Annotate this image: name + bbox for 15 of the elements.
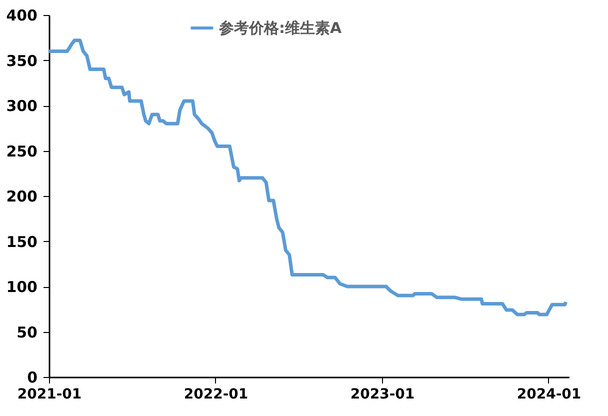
y-tick-label: 250 bbox=[6, 142, 38, 160]
line-series bbox=[47, 38, 568, 316]
y-tick-label: 300 bbox=[6, 97, 38, 115]
x-tick-label: 2024-01 bbox=[516, 386, 582, 402]
y-tick-label: 100 bbox=[6, 278, 38, 296]
x-tick-label: 2021-01 bbox=[17, 386, 82, 402]
legend-label: 参考价格:维生素A bbox=[218, 19, 342, 37]
y-tick-label: 150 bbox=[6, 232, 38, 251]
y-tick-label: 400 bbox=[6, 6, 38, 24]
y-tick-label: 50 bbox=[16, 323, 38, 342]
x-tick-label: 2022-01 bbox=[184, 386, 248, 402]
x-tick-label: 2023-01 bbox=[350, 386, 415, 402]
y-tick-label: 350 bbox=[6, 52, 38, 70]
y-tick-label: 0 bbox=[27, 368, 38, 386]
y-tick-label: 200 bbox=[6, 188, 38, 206]
